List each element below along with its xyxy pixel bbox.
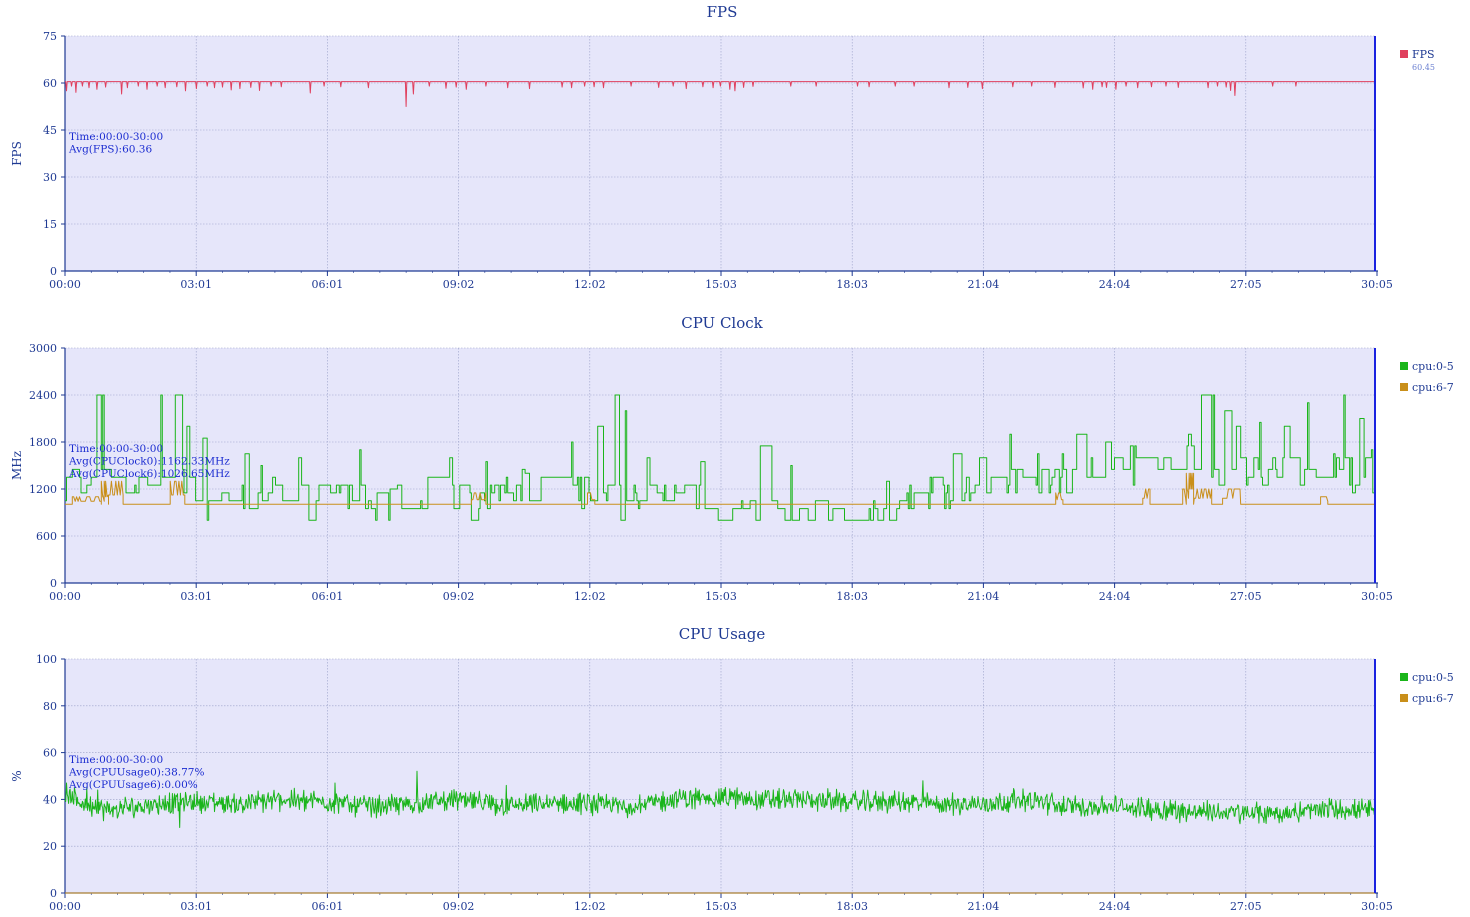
summary-annotation: Avg(CPUClock0):1162.33MHz [68,456,230,468]
x-tick-label: 09:02 [443,278,475,291]
series-line-cpu-0-5 [65,394,1375,521]
summary-annotation: Avg(CPUUsage6):0.00% [68,779,198,791]
legend-label: cpu:0-5 [1412,671,1454,684]
y-axis-title: MHz [10,451,24,480]
y-tick-label: 100 [36,653,57,666]
x-tick-label: 06:01 [312,590,344,603]
x-tick-label: 21:04 [968,278,1000,291]
chart-1: CPU Clock 0 600 1200 1800 2400 3000 00:00 03:01 0… [10,314,1454,603]
x-tick-label: 12:02 [574,278,606,291]
x-tick-label: 03:01 [180,590,212,603]
x-tick-label: 18:03 [836,278,868,291]
x-tick-label: 00:00 [49,590,81,603]
plot-area [65,36,1375,271]
series-line-fps [65,81,1375,107]
y-tick-label: 1200 [29,483,57,496]
y-tick-label: 0 [50,887,57,900]
y-tick-label: 75 [43,30,57,43]
x-tick-label: 18:03 [836,900,868,913]
legend-label: FPS [1412,48,1435,61]
summary-annotation: Avg(FPS):60.36 [68,144,152,156]
x-tick-label: 27:05 [1230,278,1262,291]
x-tick-label: 12:02 [574,590,606,603]
legend-label: cpu:6-7 [1412,692,1454,705]
legend-swatch [1400,50,1408,58]
x-tick-label: 03:01 [180,900,212,913]
legend-label: cpu:0-5 [1412,360,1454,373]
x-tick-label: 06:01 [312,900,344,913]
x-tick-label: 15:03 [705,900,737,913]
x-tick-label: 18:03 [836,590,868,603]
summary-annotation: Time:00:00-30:00 [69,443,163,455]
x-tick-label: 24:04 [1099,900,1131,913]
y-tick-label: 80 [43,700,57,713]
chart-0: FPS 0 15 30 45 60 75 00:00 03:01 06:01 09:02 12:02 1… [10,3,1435,291]
y-tick-label: 60 [43,747,57,760]
y-tick-label: 3000 [29,342,57,355]
y-tick-label: 15 [43,218,57,231]
x-tick-label: 27:05 [1230,900,1262,913]
chart-title: CPU Clock [681,314,763,332]
legend-swatch [1400,694,1408,702]
y-tick-label: 20 [43,840,57,853]
legend-value: 60.45 [1412,63,1435,72]
legend-label: cpu:6-7 [1412,381,1454,394]
series-line-cpu-6-7 [65,472,1375,505]
y-axis-title: % [10,770,24,781]
y-tick-label: 40 [43,793,57,806]
y-tick-label: 45 [43,124,57,137]
x-tick-label: 24:04 [1099,590,1131,603]
summary-annotation: Avg(CPUClock6):1026.65MHz [68,468,230,480]
plot-area [65,348,1375,583]
y-tick-label: 1800 [29,436,57,449]
x-tick-label: 09:02 [443,900,475,913]
x-tick-label: 00:00 [49,900,81,913]
y-tick-label: 60 [43,77,57,90]
x-tick-label: 21:04 [968,590,1000,603]
x-tick-label: 09:02 [443,590,475,603]
x-tick-label: 30:05 [1361,900,1393,913]
chart-2: CPU Usage 0 20 40 60 80 100 00:00 03:01 06:01 09:0… [10,625,1454,913]
summary-annotation: Avg(CPUUsage0):38.77% [68,767,204,779]
y-tick-label: 0 [50,265,57,278]
x-tick-label: 12:02 [574,900,606,913]
x-tick-label: 00:00 [49,278,81,291]
legend-swatch [1400,673,1408,681]
legend-swatch [1400,383,1408,391]
x-tick-label: 30:05 [1361,590,1393,603]
summary-annotation: Time:00:00-30:00 [69,131,163,143]
chart-title: FPS [707,3,738,21]
legend-swatch [1400,362,1408,370]
summary-annotation: Time:00:00-30:00 [69,754,163,766]
y-tick-label: 30 [43,171,57,184]
chart-title: CPU Usage [679,625,766,643]
x-tick-label: 21:04 [968,900,1000,913]
x-tick-label: 15:03 [705,278,737,291]
x-tick-label: 06:01 [312,278,344,291]
plot-area [65,659,1375,893]
x-tick-label: 24:04 [1099,278,1131,291]
x-tick-label: 03:01 [180,278,212,291]
series-line-cpu-0-5 [64,770,1376,828]
x-tick-label: 27:05 [1230,590,1262,603]
y-tick-label: 0 [50,577,57,590]
y-tick-label: 2400 [29,389,57,402]
x-tick-label: 30:05 [1361,278,1393,291]
y-axis-title: FPS [10,141,24,166]
x-tick-label: 15:03 [705,590,737,603]
y-tick-label: 600 [36,530,57,543]
